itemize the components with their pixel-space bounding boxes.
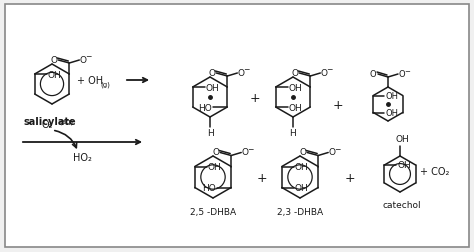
Text: HO: HO: [202, 183, 216, 192]
Text: O: O: [321, 68, 328, 77]
Text: O: O: [238, 68, 245, 77]
Text: 2,5 -DHBA: 2,5 -DHBA: [190, 208, 236, 217]
Text: −: −: [326, 65, 332, 74]
Text: +: +: [333, 98, 343, 111]
Text: O: O: [242, 147, 249, 156]
Text: (aq): (aq): [59, 118, 73, 125]
Text: HO₂: HO₂: [73, 152, 91, 162]
Text: −: −: [243, 65, 249, 74]
Text: O: O: [51, 55, 58, 64]
Text: OH: OH: [386, 92, 399, 101]
Text: OH: OH: [48, 70, 62, 79]
Text: O₂: O₂: [41, 119, 53, 130]
Text: OH: OH: [289, 83, 302, 92]
Text: OH: OH: [386, 109, 399, 117]
Text: OH: OH: [206, 83, 219, 92]
Text: OH: OH: [295, 183, 309, 192]
Text: −: −: [247, 144, 254, 153]
Text: HO: HO: [199, 103, 212, 112]
Text: + CO₂: + CO₂: [420, 166, 450, 176]
Text: −: −: [85, 52, 91, 61]
Text: OH: OH: [289, 103, 302, 112]
Text: 2,3 -DHBA: 2,3 -DHBA: [277, 208, 323, 217]
Text: + OH: + OH: [77, 76, 103, 86]
Text: +: +: [250, 91, 260, 104]
Text: O: O: [300, 147, 307, 156]
Text: O: O: [213, 147, 219, 156]
Text: −: −: [334, 144, 340, 153]
Text: O: O: [370, 69, 376, 78]
Text: OH: OH: [295, 162, 309, 171]
Text: salicylate: salicylate: [24, 116, 76, 127]
Text: (g): (g): [100, 81, 110, 88]
Text: O: O: [209, 68, 216, 77]
Text: O: O: [328, 147, 336, 156]
Text: OH: OH: [398, 161, 411, 170]
Text: OH: OH: [395, 135, 409, 144]
Text: +: +: [257, 171, 267, 184]
Text: O: O: [80, 55, 87, 64]
Text: +: +: [345, 171, 356, 184]
Text: H: H: [207, 129, 213, 138]
Text: H: H: [290, 129, 296, 138]
Text: OH: OH: [208, 162, 222, 171]
Text: catechol: catechol: [383, 200, 421, 209]
Text: O: O: [399, 69, 405, 78]
Text: O: O: [292, 68, 299, 77]
Text: −: −: [404, 69, 410, 75]
